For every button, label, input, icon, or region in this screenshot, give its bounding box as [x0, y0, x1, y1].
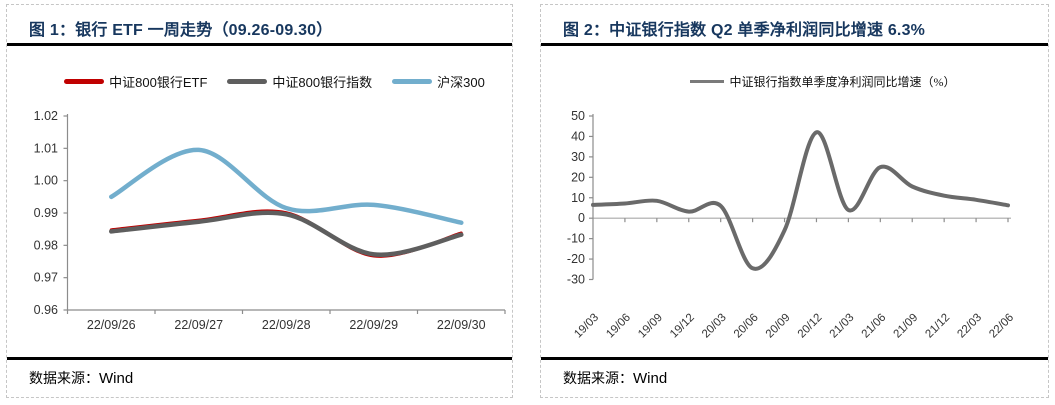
figure2-source-label: 数据来源：	[563, 372, 633, 387]
figure2-chart-svg: 50 40 30 20 10 0 -10 -20 -30 19/03 19/06 19/09 19/12…	[567, 109, 1016, 341]
figure1-legend-item: 沪深300	[392, 72, 485, 91]
svg-text:19/09: 19/09	[636, 312, 665, 341]
figure2-x-labels: 19/03 19/06 19/09 19/12 20/03 20/06 20/09 20/12…	[572, 312, 1016, 341]
svg-text:1.02: 1.02	[34, 109, 58, 123]
svg-text:19/12: 19/12	[668, 312, 697, 341]
svg-text:10: 10	[571, 191, 585, 205]
legend-line-swatch-icon	[689, 79, 724, 84]
legend-label: 中证800银行指数	[272, 75, 373, 90]
svg-text:21/06: 21/06	[860, 312, 889, 341]
svg-text:0.98: 0.98	[34, 238, 58, 252]
svg-text:20/03: 20/03	[700, 312, 729, 341]
figure2-series-line	[591, 130, 1010, 271]
figure1-legend-item: 中证800银行指数	[227, 72, 372, 91]
svg-text:20/09: 20/09	[764, 312, 793, 341]
legend-label: 中证800银行ETF	[109, 75, 208, 90]
figure1-panel: 图 1：银行 ETF 一周走势（09.26-09.30） 中证800银行ETF 中…	[6, 4, 513, 398]
svg-text:21/12: 21/12	[923, 312, 952, 341]
figure2-legend-item: 中证银行指数单季度净利润同比增速（%）	[689, 73, 956, 90]
svg-text:-10: -10	[567, 232, 585, 246]
svg-text:20: 20	[571, 170, 585, 184]
svg-text:19/06: 19/06	[604, 312, 633, 341]
svg-text:40: 40	[571, 129, 585, 143]
svg-text:30: 30	[571, 150, 585, 164]
svg-text:-30: -30	[567, 273, 585, 287]
figure2-title: 图 2：中证银行指数 Q2 单季净利润同比增速 6.3%	[563, 22, 926, 39]
figure1-legend-item: 中证800银行ETF	[64, 72, 207, 91]
figure2-panel: 图 2：中证银行指数 Q2 单季净利润同比增速 6.3% 中证银行指数单季度净利…	[540, 4, 1049, 398]
svg-text:19/03: 19/03	[572, 312, 601, 341]
legend-label: 沪深300	[437, 75, 485, 90]
figure1-source-value: Wind	[99, 370, 134, 387]
svg-text:22/09/28: 22/09/28	[262, 318, 311, 332]
figure2-legend: 中证银行指数单季度净利润同比增速（%）	[541, 73, 1048, 90]
svg-text:22/09/26: 22/09/26	[87, 318, 136, 332]
svg-text:22/06: 22/06	[987, 312, 1016, 341]
legend-line-swatch-icon	[392, 79, 433, 84]
figure2-source-value: Wind	[633, 370, 668, 387]
svg-text:0.97: 0.97	[34, 271, 58, 285]
svg-text:-20: -20	[567, 252, 585, 266]
figure2-source-row: 数据来源：Wind	[541, 357, 1048, 388]
svg-text:20/12: 20/12	[796, 312, 825, 341]
svg-text:22/09/29: 22/09/29	[349, 318, 398, 332]
figure1-source-row: 数据来源：Wind	[7, 357, 512, 388]
svg-text:0.96: 0.96	[34, 303, 58, 317]
figure1-series-line	[109, 210, 464, 258]
figure1-series-line	[109, 147, 464, 225]
figure1-source-label: 数据来源：	[29, 372, 99, 387]
svg-text:1.01: 1.01	[34, 141, 58, 155]
figure1-title-rule	[7, 43, 512, 46]
svg-text:22/03: 22/03	[955, 312, 984, 341]
figure1-chart-area: 中证800银行ETF 中证800银行指数 沪深300 1.02 1.01 1.00 0.9…	[7, 46, 512, 357]
legend-line-swatch-icon	[227, 79, 268, 84]
figure1-title: 图 1：银行 ETF 一周走势（09.26-09.30）	[29, 22, 333, 39]
figure2-axes	[589, 114, 1009, 281]
figure1-chart-svg: 1.02 1.01 1.00 0.99 0.98 0.97 0.96 22/09/26 22/0…	[34, 109, 506, 332]
legend-line-swatch-icon	[64, 79, 105, 84]
svg-text:0: 0	[578, 211, 585, 225]
figure1-axes	[63, 114, 506, 314]
svg-text:1.00: 1.00	[34, 174, 58, 188]
figure2-chart-area: 中证银行指数单季度净利润同比增速（%） 50 40 30 20 10 0 -10 -20 -30…	[541, 46, 1048, 357]
figure2-title-rule	[541, 43, 1048, 46]
legend-label: 中证银行指数单季度净利润同比增速（%）	[729, 75, 956, 89]
figure1-legend: 中证800银行ETF 中证800银行指数 沪深300	[7, 72, 512, 91]
svg-text:21/03: 21/03	[828, 312, 857, 341]
svg-text:0.99: 0.99	[34, 206, 58, 220]
figure2-axis-labels: 50 40 30 20 10 0 -10 -20 -30	[567, 109, 585, 287]
svg-text:20/06: 20/06	[732, 312, 761, 341]
svg-text:21/09: 21/09	[892, 312, 921, 341]
svg-text:22/09/27: 22/09/27	[174, 318, 223, 332]
svg-text:22/09/30: 22/09/30	[437, 318, 486, 332]
svg-text:50: 50	[571, 109, 585, 123]
figure1-axis-labels: 1.02 1.01 1.00 0.99 0.98 0.97 0.96 22/09/26 22/0…	[34, 109, 486, 332]
